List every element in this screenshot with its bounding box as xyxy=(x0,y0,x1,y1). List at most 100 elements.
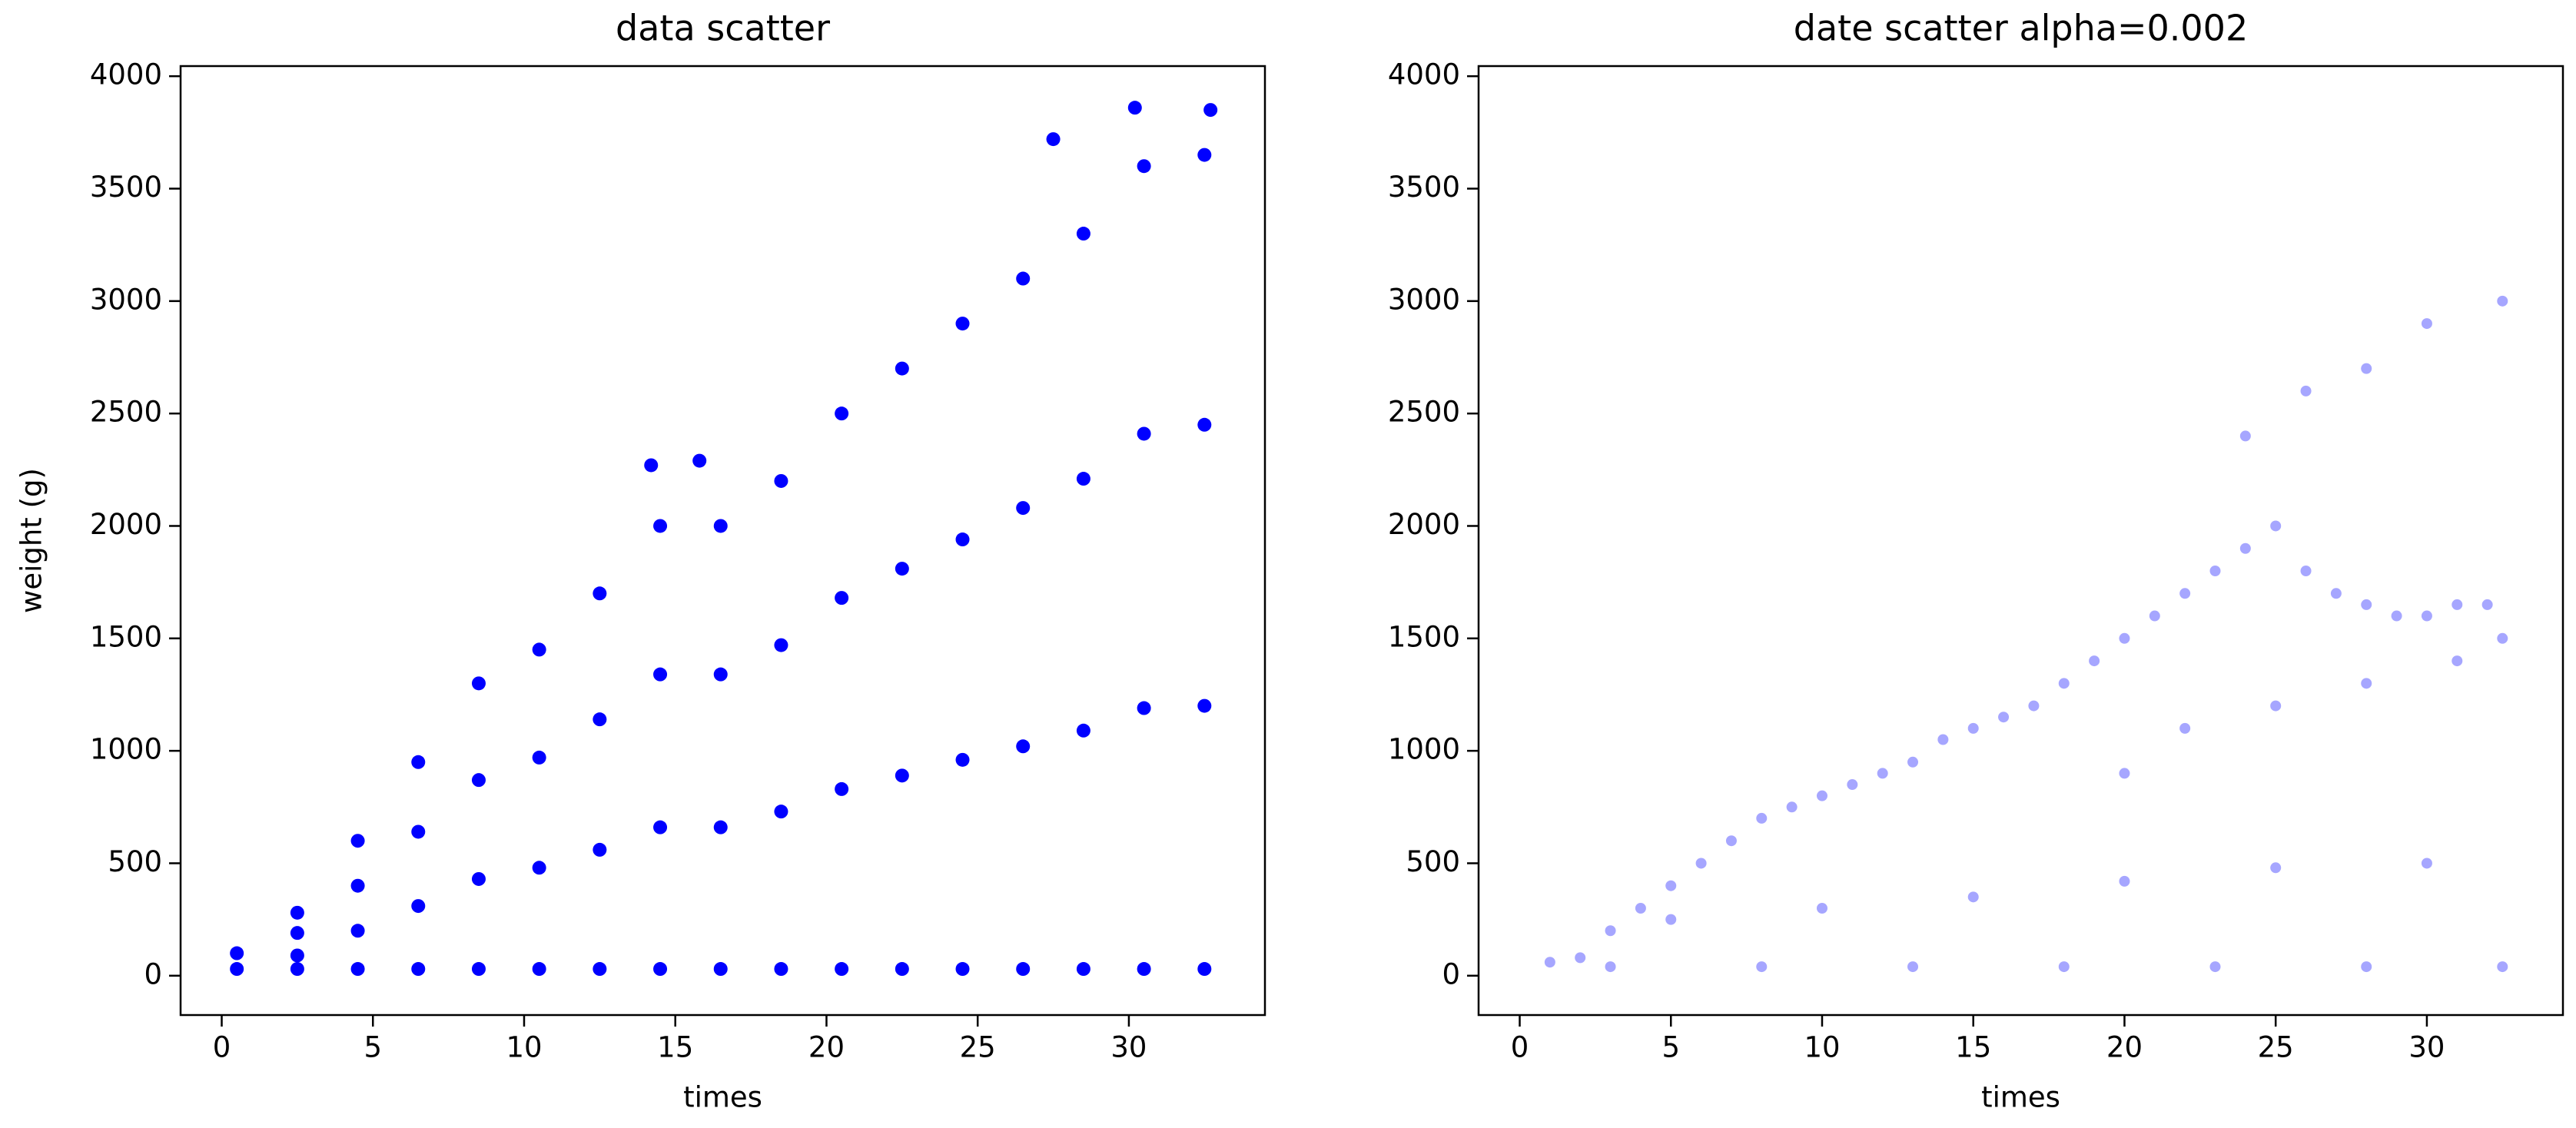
point xyxy=(1665,880,1677,891)
point xyxy=(2119,875,2130,887)
point xyxy=(593,712,607,727)
point xyxy=(1137,426,1151,441)
point xyxy=(1967,722,1979,734)
point xyxy=(1016,501,1031,516)
point xyxy=(1756,812,1768,824)
point xyxy=(2058,678,2070,689)
point xyxy=(774,473,788,488)
x-tick-label: 0 xyxy=(1511,1031,1529,1064)
point xyxy=(1635,902,1646,914)
point xyxy=(2058,961,2070,973)
point xyxy=(1197,962,1212,977)
y-tick-label: 2000 xyxy=(1388,508,1460,541)
point xyxy=(1076,962,1090,977)
point xyxy=(593,962,607,977)
x-tick-label: 10 xyxy=(506,1031,542,1064)
point xyxy=(1998,712,2010,723)
point xyxy=(1847,779,1858,791)
y-tick-label: 0 xyxy=(144,957,162,990)
y-tick-label: 2500 xyxy=(90,396,162,429)
axes-frame xyxy=(179,65,1266,1017)
point xyxy=(2209,961,2221,973)
y-tick-label: 1000 xyxy=(90,733,162,766)
y-tick-label: 500 xyxy=(1406,845,1460,878)
y-tick-label: 500 xyxy=(108,845,162,878)
point xyxy=(2391,610,2402,622)
point xyxy=(2421,318,2432,330)
point xyxy=(1786,801,1798,813)
point xyxy=(774,638,788,652)
point xyxy=(1137,962,1151,977)
point xyxy=(713,667,728,682)
point xyxy=(1575,952,1586,964)
point xyxy=(2300,566,2312,577)
point xyxy=(1695,858,1707,869)
point xyxy=(774,962,788,977)
y-tick-label: 3500 xyxy=(90,171,162,204)
point xyxy=(593,586,607,601)
point xyxy=(692,453,707,468)
point xyxy=(2497,295,2508,307)
point xyxy=(2421,610,2432,622)
point xyxy=(230,946,244,960)
point xyxy=(1877,768,1888,779)
point xyxy=(1137,159,1151,174)
x-tick-label: 30 xyxy=(2408,1031,2445,1064)
x-tick-label: 25 xyxy=(960,1031,996,1064)
point xyxy=(713,962,728,977)
point xyxy=(290,905,304,920)
point xyxy=(2149,610,2160,622)
y-tick-label: 3500 xyxy=(1388,171,1460,204)
y-tick-label: 2500 xyxy=(1388,396,1460,429)
point xyxy=(2270,520,2282,532)
y-tick-label: 0 xyxy=(1442,957,1460,990)
point xyxy=(713,820,728,834)
point xyxy=(532,962,546,977)
point xyxy=(1076,723,1090,738)
x-tick-label: 15 xyxy=(1955,1031,1991,1064)
point xyxy=(653,962,668,977)
point xyxy=(955,962,970,977)
point xyxy=(2179,722,2191,734)
point xyxy=(2330,588,2342,599)
point xyxy=(1605,925,1616,937)
point xyxy=(1016,962,1031,977)
y-tick-label: 1500 xyxy=(90,620,162,653)
x-tick-label: 5 xyxy=(1661,1031,1680,1064)
point xyxy=(1967,891,1979,903)
point xyxy=(895,562,909,576)
point xyxy=(2481,599,2493,610)
point xyxy=(411,824,426,839)
point xyxy=(350,834,365,848)
x-axis-label: times xyxy=(1981,1081,2060,1114)
point xyxy=(290,948,304,963)
point xyxy=(1137,701,1151,715)
x-tick-label: 5 xyxy=(363,1031,382,1064)
point xyxy=(2270,700,2282,712)
point xyxy=(1203,103,1218,118)
y-tick-label: 3000 xyxy=(1388,283,1460,316)
point xyxy=(835,406,849,421)
point xyxy=(471,962,486,977)
point xyxy=(2300,385,2312,396)
point xyxy=(1016,739,1031,754)
point xyxy=(1665,914,1677,925)
point xyxy=(532,750,546,765)
point xyxy=(1127,101,1142,115)
point xyxy=(1016,271,1031,286)
point xyxy=(2270,862,2282,874)
point xyxy=(2452,655,2463,667)
point xyxy=(2239,542,2251,554)
point xyxy=(290,926,304,941)
point xyxy=(2028,700,2040,712)
point xyxy=(2361,599,2372,610)
x-tick-label: 20 xyxy=(808,1031,845,1064)
point xyxy=(2209,566,2221,577)
point xyxy=(1197,698,1212,713)
x-axis-label: times xyxy=(683,1081,762,1114)
point xyxy=(350,924,365,938)
point xyxy=(2239,430,2251,442)
point xyxy=(895,361,909,376)
point xyxy=(955,317,970,331)
point xyxy=(2179,588,2191,599)
